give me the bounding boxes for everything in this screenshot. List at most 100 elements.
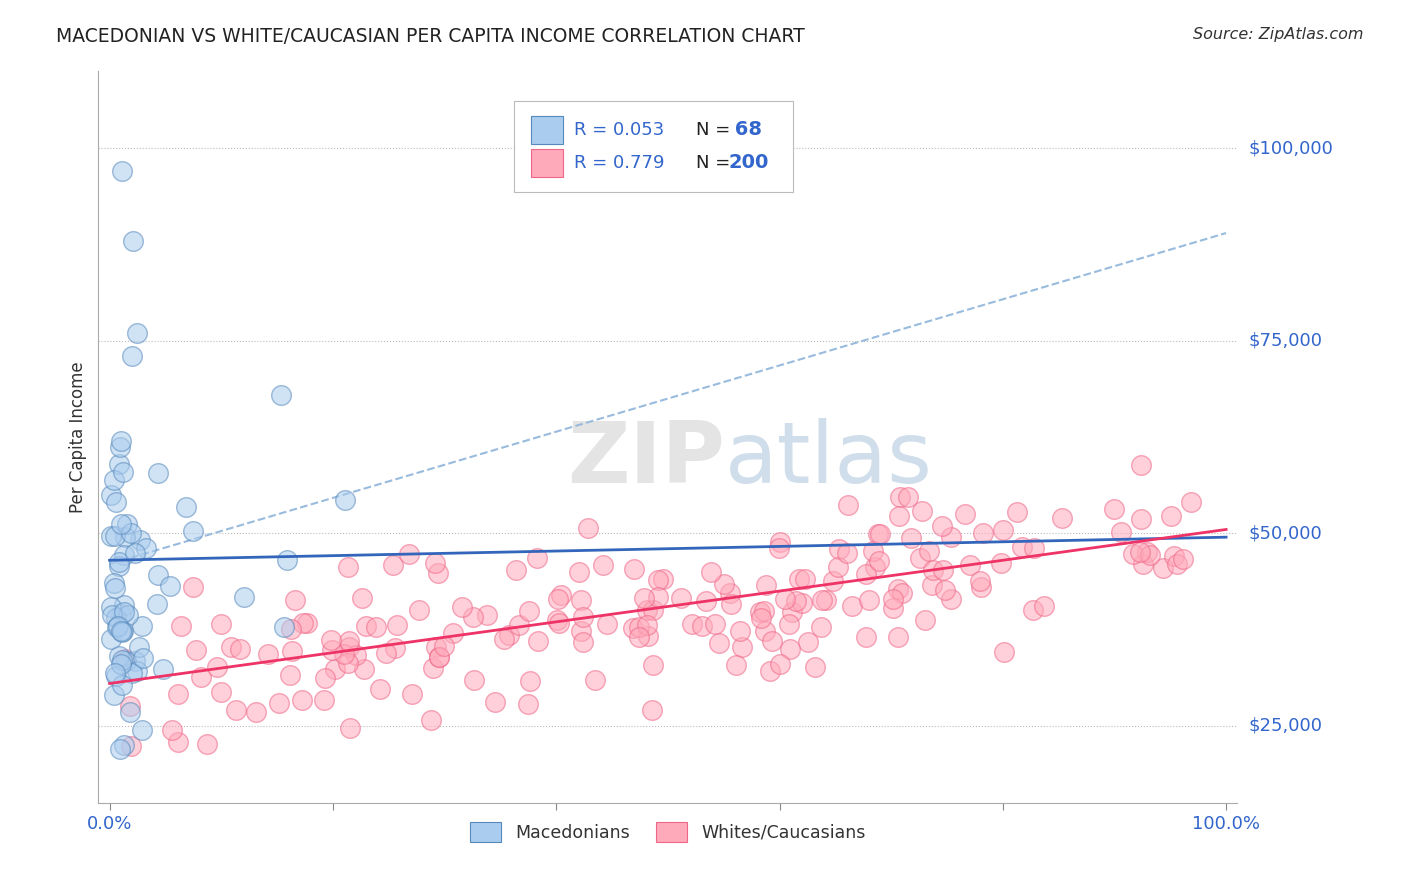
Point: [768, 541, 790, 555]
Point: [101, 607, 124, 622]
Point: [475, 607, 498, 622]
Point: [749, 611, 772, 625]
Point: [972, 525, 994, 540]
Point: [333, 492, 356, 507]
Point: [124, 546, 146, 560]
Text: $25,000: $25,000: [1249, 717, 1323, 735]
Point: [970, 580, 993, 594]
FancyBboxPatch shape: [515, 101, 793, 192]
Point: [401, 687, 423, 701]
Point: [319, 633, 342, 648]
Point: [866, 526, 889, 541]
Point: [321, 643, 343, 657]
Point: [278, 667, 301, 681]
Point: [127, 664, 149, 678]
Point: [183, 581, 205, 595]
Point: [375, 646, 398, 660]
Point: [232, 591, 254, 605]
Point: [863, 559, 886, 574]
Point: [110, 434, 132, 448]
Point: [494, 632, 516, 646]
Point: [1132, 557, 1154, 571]
Point: [1152, 561, 1174, 575]
Point: [519, 673, 541, 688]
Point: [427, 650, 450, 665]
Text: ZIP: ZIP: [567, 417, 725, 500]
Bar: [531, 116, 562, 144]
Point: [174, 500, 197, 515]
Point: [633, 591, 655, 606]
Point: [125, 326, 148, 340]
Point: [245, 705, 267, 719]
Point: [195, 737, 218, 751]
Point: [124, 654, 146, 668]
Point: [1166, 557, 1188, 571]
Point: [353, 662, 375, 676]
Point: [118, 699, 141, 714]
Text: $100,000: $100,000: [1249, 139, 1333, 157]
Point: [408, 603, 430, 617]
Point: [517, 697, 540, 711]
Point: [869, 527, 891, 541]
Point: [366, 620, 388, 634]
Point: [911, 504, 934, 518]
Point: [815, 593, 838, 607]
Point: [112, 465, 135, 479]
Point: [117, 607, 139, 622]
Point: [425, 640, 447, 654]
Point: [498, 627, 520, 641]
Point: [1129, 458, 1152, 472]
Point: [132, 650, 155, 665]
Point: [718, 586, 741, 600]
Point: [229, 642, 252, 657]
Point: [110, 742, 132, 756]
Point: [385, 618, 408, 632]
Point: [759, 664, 782, 678]
Point: [803, 660, 825, 674]
Point: [337, 634, 360, 648]
Point: [641, 658, 664, 673]
Point: [858, 593, 880, 607]
Point: [110, 657, 132, 671]
Point: [110, 624, 132, 638]
Text: R = 0.053: R = 0.053: [575, 121, 665, 139]
Point: [108, 649, 131, 664]
Legend: Macedonians, Whites/Caucasians: Macedonians, Whites/Caucasians: [463, 815, 873, 849]
Point: [323, 662, 346, 676]
Point: [420, 713, 443, 727]
Point: [152, 662, 174, 676]
Point: [135, 541, 157, 555]
Point: [291, 692, 314, 706]
Point: [517, 604, 540, 618]
Point: [103, 473, 125, 487]
Point: [731, 640, 754, 654]
Point: [114, 605, 136, 619]
Point: [131, 723, 153, 737]
Point: [1102, 502, 1125, 516]
Point: [276, 553, 298, 567]
Point: [111, 678, 134, 692]
Point: [568, 566, 591, 580]
Point: [120, 525, 142, 540]
Point: [337, 657, 360, 671]
Point: [129, 533, 152, 548]
Point: [1129, 512, 1152, 526]
Point: [752, 604, 775, 618]
Point: [281, 644, 304, 658]
Point: [184, 643, 207, 657]
Point: [111, 624, 134, 639]
Point: [955, 508, 977, 522]
Text: $75,000: $75,000: [1249, 332, 1323, 350]
Point: [284, 592, 307, 607]
Point: [1005, 505, 1028, 519]
Bar: [531, 149, 562, 177]
Point: [628, 620, 651, 634]
Point: [104, 581, 127, 595]
Point: [368, 681, 391, 696]
Point: [797, 635, 820, 649]
Point: [292, 615, 315, 630]
Point: [256, 647, 278, 661]
Point: [1122, 547, 1144, 561]
Point: [780, 606, 803, 620]
Point: [114, 531, 136, 545]
